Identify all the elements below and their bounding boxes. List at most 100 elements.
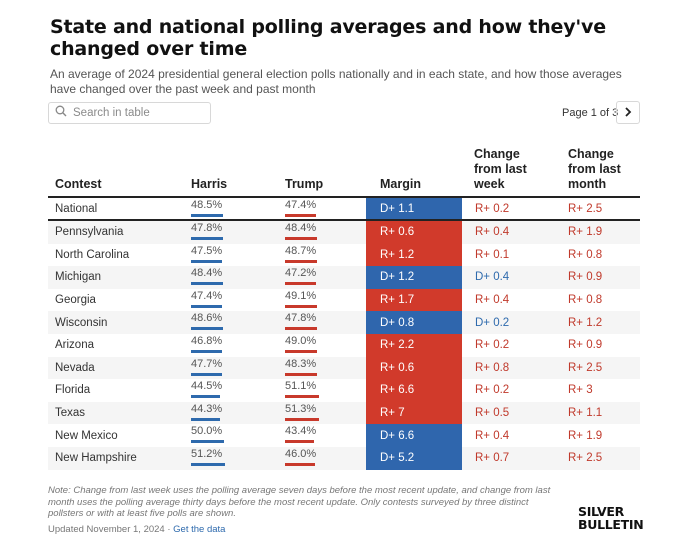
- trump-cell: 43.4%: [285, 425, 316, 444]
- trump-bar: [285, 237, 317, 240]
- trump-cell: 49.1%: [285, 290, 318, 308]
- harris-cell: 48.6%: [191, 312, 224, 331]
- contest-name: National: [55, 202, 98, 215]
- table-row: Georgia 47.4% 49.1% R+ 1.7 R+ 0.4 R+ 0.8: [48, 288, 640, 312]
- trump-bar: [285, 462, 316, 466]
- contest-name: North Carolina: [55, 248, 130, 261]
- search-icon: [55, 104, 67, 122]
- margin-cell: D+ 5.2: [366, 446, 462, 470]
- column-header-change-month[interactable]: Change from last month: [568, 147, 621, 191]
- table-row: New Mexico 50.0% 43.4% D+ 6.6 R+ 0.4 R+ …: [48, 424, 640, 447]
- trump-bar: [285, 349, 318, 353]
- harris-bar: [191, 395, 221, 399]
- change-week-cell: R+ 0.7: [475, 452, 510, 465]
- change-month-cell: R+ 1.2: [568, 316, 603, 329]
- margin-cell: D+ 1.1: [366, 198, 462, 219]
- harris-cell: 47.4%: [191, 290, 223, 308]
- harris-cell: 51.2%: [191, 448, 225, 466]
- get-data-link[interactable]: Get the data: [173, 524, 226, 535]
- change-month-cell: R+ 1.9: [568, 429, 603, 442]
- margin-cell: R+ 1.2: [366, 243, 462, 267]
- pagination-label: Page 1 of 3: [562, 107, 619, 119]
- contest-name: Wisconsin: [55, 316, 108, 329]
- contest-name: New Hampshire: [55, 452, 137, 465]
- trump-cell: 47.4%: [285, 199, 317, 217]
- contest-name: New Mexico: [55, 429, 118, 442]
- trump-bar: [285, 259, 318, 263]
- search-input[interactable]: [73, 107, 203, 119]
- trump-cell: 51.1%: [285, 380, 319, 399]
- margin-cell: R+ 1.7: [366, 288, 462, 312]
- trump-cell: 47.2%: [285, 267, 317, 286]
- change-week-cell: D+ 0.2: [475, 316, 510, 329]
- column-header-harris[interactable]: Harris: [191, 177, 228, 191]
- silver-bulletin-logo: SILVER BULLETIN: [578, 504, 644, 532]
- table-row: Arizona 46.8% 49.0% R+ 2.2 R+ 0.2 R+ 0.9: [48, 333, 640, 357]
- change-week-cell: R+ 0.2: [475, 339, 510, 352]
- trump-bar: [285, 395, 319, 399]
- change-month-cell: R+ 0.9: [568, 271, 603, 284]
- harris-bar: [191, 259, 223, 263]
- page-title: State and national polling averages and …: [50, 16, 606, 60]
- harris-cell: 47.5%: [191, 245, 223, 263]
- table-top-rule: [48, 196, 640, 198]
- harris-bar: [191, 462, 225, 466]
- table-row: Wisconsin 48.6% 47.8% D+ 0.8 D+ 0.2 R+ 1…: [48, 311, 640, 334]
- updated-line: Updated November 1, 2024 · Get the data: [48, 524, 226, 535]
- page-subtitle: An average of 2024 presidential general …: [50, 67, 622, 96]
- harris-cell: 48.4%: [191, 267, 223, 286]
- harris-bar: [191, 304, 223, 308]
- change-month-cell: R+ 1.9: [568, 226, 603, 239]
- contest-name: Georgia: [55, 294, 96, 307]
- change-week-cell: D+ 0.4: [475, 271, 510, 284]
- table-row: North Carolina 47.5% 48.7% R+ 1.2 R+ 0.1…: [48, 243, 640, 267]
- trump-bar: [285, 372, 317, 376]
- harris-cell: 48.5%: [191, 199, 223, 217]
- column-header-trump[interactable]: Trump: [285, 177, 324, 191]
- margin-cell: R+ 6.6: [366, 379, 462, 402]
- change-month-cell: R+ 0.8: [568, 248, 603, 261]
- harris-cell: 50.0%: [191, 425, 224, 444]
- trump-cell: 48.3%: [285, 358, 317, 376]
- column-header-margin[interactable]: Margin: [380, 177, 421, 191]
- contest-name: Texas: [55, 407, 86, 420]
- change-week-cell: R+ 0.4: [475, 294, 510, 307]
- table-row: Florida 44.5% 51.1% R+ 6.6 R+ 0.2 R+ 3: [48, 379, 640, 402]
- change-month-cell: R+ 0.8: [568, 294, 603, 307]
- trump-bar: [285, 417, 319, 421]
- table-row: Texas 44.3% 51.3% R+ 7 R+ 0.5 R+ 1.1: [48, 401, 640, 425]
- margin-cell: D+ 1.2: [366, 266, 462, 289]
- contest-name: Michigan: [55, 271, 102, 284]
- contest-name: Florida: [55, 384, 91, 397]
- chevron-right-icon: [624, 104, 632, 122]
- search-box[interactable]: [48, 102, 211, 124]
- change-week-cell: R+ 0.4: [475, 226, 510, 239]
- change-month-cell: R+ 1.1: [568, 407, 603, 420]
- table-row: Michigan 48.4% 47.2% D+ 1.2 D+ 0.4 R+ 0.…: [48, 266, 640, 289]
- column-header-change-week[interactable]: Change from last week: [474, 147, 527, 191]
- margin-cell: R+ 7: [366, 401, 462, 425]
- change-week-cell: R+ 0.2: [475, 202, 510, 215]
- trump-cell: 51.3%: [285, 403, 319, 421]
- harris-bar: [191, 440, 224, 444]
- trump-cell: 48.7%: [285, 245, 318, 263]
- margin-cell: D+ 6.6: [366, 424, 462, 447]
- trump-cell: 47.8%: [285, 312, 317, 331]
- margin-cell: D+ 0.8: [366, 311, 462, 334]
- next-page-button[interactable]: [616, 101, 640, 124]
- trump-bar: [285, 327, 317, 331]
- table-row: National 48.5% 47.4% D+ 1.1 R+ 0.2 R+ 2.…: [48, 198, 640, 221]
- table-row: Nevada 47.7% 48.3% R+ 0.6 R+ 0.8 R+ 2.5: [48, 356, 640, 380]
- trump-cell: 48.4%: [285, 222, 317, 240]
- trump-bar: [285, 440, 314, 444]
- harris-bar: [191, 417, 221, 421]
- margin-cell: R+ 0.6: [366, 356, 462, 380]
- trump-bar: [285, 282, 317, 286]
- change-week-cell: R+ 0.4: [475, 429, 510, 442]
- column-header-contest[interactable]: Contest: [55, 177, 102, 191]
- change-week-cell: R+ 0.1: [475, 248, 510, 261]
- contest-name: Arizona: [55, 339, 94, 352]
- harris-cell: 44.3%: [191, 403, 222, 421]
- harris-cell: 47.8%: [191, 222, 223, 240]
- margin-cell: R+ 0.6: [366, 221, 462, 244]
